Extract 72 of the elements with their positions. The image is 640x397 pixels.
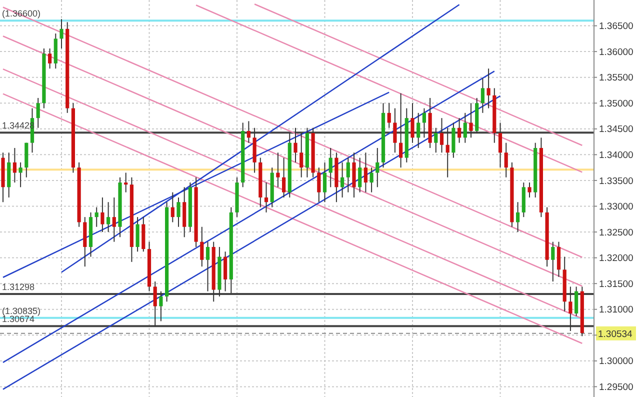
candlestick: [12, 147, 16, 184]
ref-line-label: 1.31298: [2, 282, 35, 292]
candlestick: [206, 241, 210, 292]
ref-line-label: 1.30534: [598, 328, 632, 340]
candlestick: [434, 127, 438, 154]
candlestick: [370, 167, 374, 193]
candlestick: [556, 241, 561, 278]
candlestick: [276, 152, 280, 188]
candlestick: [294, 127, 298, 163]
candlestick: [328, 147, 332, 188]
candlestick: [176, 196, 180, 228]
candlestick: [264, 182, 268, 213]
candlestick: [136, 216, 140, 252]
candlestick: [364, 152, 368, 193]
candlestick: [300, 132, 304, 178]
y-tick-label: 1.33000: [599, 202, 634, 213]
candlestick: [422, 108, 426, 138]
candlestick: [516, 202, 520, 233]
candlestick: [480, 78, 484, 114]
candlestick: [416, 112, 420, 148]
candlestick: [224, 251, 228, 292]
candlestick: [498, 122, 502, 168]
candlestick: [94, 206, 98, 228]
y-tick-label: 1.36000: [599, 46, 634, 58]
candlestick: [387, 102, 391, 128]
y-tick-label: 1.36500: [599, 21, 634, 32]
candlestick: [322, 162, 327, 203]
candlestick: [446, 127, 450, 178]
candlestick: [551, 241, 555, 282]
candlestick: [504, 142, 508, 178]
ref-line-label: (1.30835): [2, 306, 41, 316]
y-tick-label: 1.32000: [599, 253, 634, 264]
y-tick-label: 1.31000: [599, 304, 634, 316]
candlestick: [159, 290, 163, 322]
candlestick: [340, 162, 344, 198]
candlestick: [282, 157, 286, 198]
candlestick: [246, 120, 250, 144]
y-tick-label: 1.30000: [599, 356, 634, 368]
candlestick: [463, 112, 467, 144]
candlestick: [317, 167, 321, 203]
candlestick: [568, 286, 572, 332]
candlestick: [112, 196, 116, 242]
candlestick: [346, 157, 350, 193]
candlestick: [170, 192, 174, 223]
candlestick: [358, 157, 362, 193]
y-tick-label: 1.35500: [599, 72, 634, 84]
candlestick: [458, 118, 462, 144]
candlestick: [200, 226, 204, 268]
candlestick: [574, 286, 578, 317]
candlestick: [100, 196, 104, 233]
y-tick-label: 1.35000: [599, 98, 634, 110]
candlestick: [18, 162, 22, 188]
candlestick: [36, 97, 40, 128]
candlestick: [60, 18, 64, 49]
y-tick-label: 1.34000: [599, 150, 634, 161]
candlestick: [486, 68, 490, 109]
y-tick-label: 1.32500: [599, 227, 634, 238]
y-tick-label: 1.33500: [599, 176, 634, 187]
y-tick-label: 1.34500: [599, 124, 634, 136]
y-tick-label: 1.31500: [599, 278, 634, 290]
candlestick: [153, 281, 157, 327]
y-tick-label: 1.29500: [599, 382, 634, 394]
candlestick: [440, 118, 444, 154]
candlestick: [376, 147, 380, 188]
candlestick: [528, 182, 532, 198]
candlestick: [399, 92, 403, 168]
candlestick: [393, 108, 397, 154]
candlestick: [106, 202, 110, 233]
candlestick: [48, 48, 52, 70]
candlestick: [469, 102, 473, 138]
candlestick: [410, 102, 414, 144]
candlestick: [124, 172, 128, 193]
